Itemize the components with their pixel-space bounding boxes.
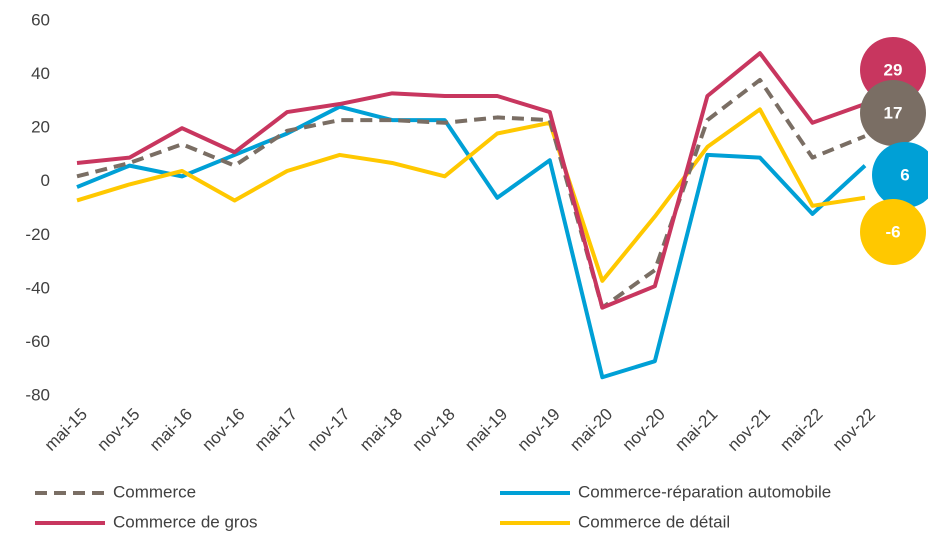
y-tick-label: -60 [25, 332, 50, 351]
x-tick-label: nov-18 [409, 405, 459, 455]
end-bubble [860, 80, 926, 146]
x-tick-label: mai-15 [41, 405, 91, 455]
legend-label: Commerce [113, 482, 196, 501]
series-line [76, 51, 866, 310]
y-tick-label: 0 [41, 171, 50, 190]
series-line [76, 104, 867, 380]
legend-label: Commerce-réparation automobile [578, 482, 831, 501]
x-tick-label: mai-20 [566, 405, 616, 455]
x-tick-label: nov-20 [619, 405, 669, 455]
x-tick-label: nov-21 [724, 405, 774, 455]
x-tick-label: mai-22 [776, 405, 826, 455]
legend-label: Commerce de détail [578, 512, 730, 531]
x-tick-label: mai-21 [671, 405, 721, 455]
y-tick-label: -20 [25, 225, 50, 244]
y-tick-label: -40 [25, 278, 50, 297]
x-tick-label: mai-18 [356, 405, 406, 455]
x-tick-label: mai-16 [146, 405, 196, 455]
x-tick-label: mai-19 [461, 405, 511, 455]
end-value-label: 17 [884, 103, 903, 122]
end-value-label: -6 [885, 222, 900, 241]
x-tick-label: nov-22 [829, 405, 879, 455]
x-tick-label: nov-17 [303, 405, 353, 455]
x-tick-label: nov-15 [93, 405, 143, 455]
y-tick-label: -80 [25, 385, 50, 404]
series-line [76, 107, 866, 283]
end-value-label: 6 [900, 165, 909, 184]
y-tick-label: 20 [31, 118, 50, 137]
end-value-label: 29 [884, 60, 903, 79]
y-tick-label: 60 [31, 10, 50, 29]
x-tick-label: nov-16 [198, 405, 248, 455]
end-bubble [872, 142, 928, 208]
x-tick-label: mai-17 [251, 405, 301, 455]
y-tick-label: 40 [31, 64, 50, 83]
legend-label: Commerce de gros [113, 512, 258, 531]
x-tick-label: nov-19 [514, 405, 564, 455]
end-bubble [860, 199, 926, 265]
series-line [76, 77, 866, 310]
